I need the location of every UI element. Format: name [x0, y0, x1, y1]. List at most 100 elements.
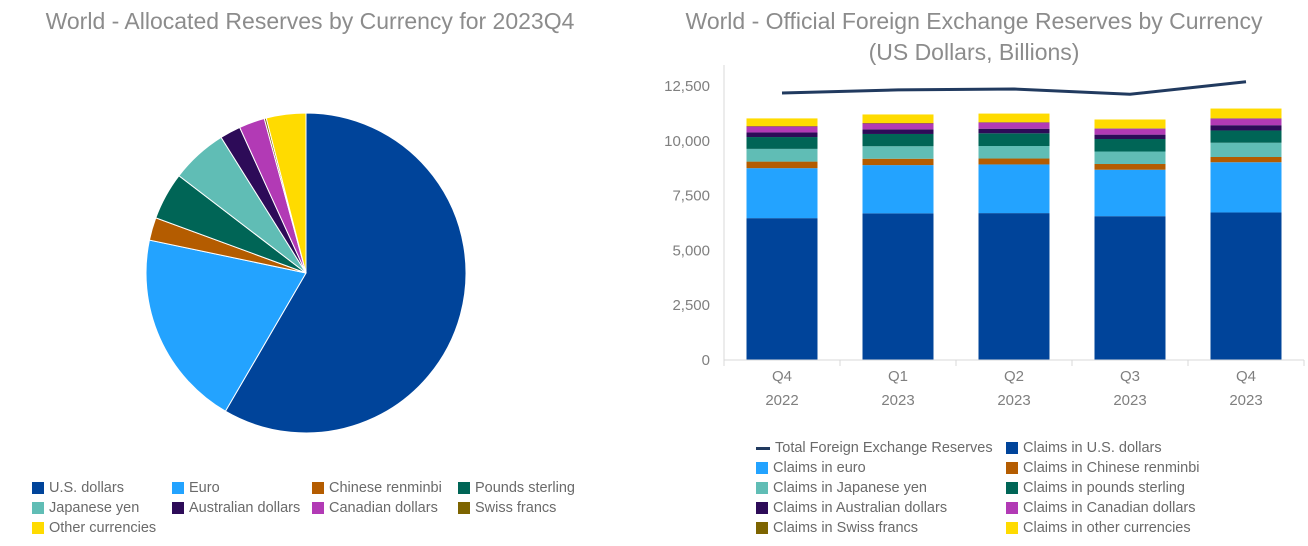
legend-label: Pounds sterling [475, 480, 575, 496]
pie-slice-u-s-dollars [224, 112, 467, 434]
legend-label: Claims in Chinese renminbi [1023, 460, 1200, 476]
y-tick-label: 0 [702, 352, 710, 369]
legend-swatch [756, 522, 768, 534]
x-tick-label-year: 2023 [881, 392, 914, 409]
legend-swatch [458, 502, 470, 514]
bar-segment-claims-in-australian-dollars [1094, 134, 1166, 140]
bar-segment-claims-in-pounds-sterling [862, 133, 934, 147]
bar-segment-claims-in-euro [746, 168, 818, 219]
x-tick-label-quarter: Q3 [1120, 368, 1140, 385]
x-tick-label-quarter: Q4 [772, 368, 792, 385]
legend-swatch [312, 482, 324, 494]
legend-label: Euro [189, 480, 220, 496]
bar-segment-claims-in-chinese-renminbi [746, 161, 818, 169]
legend-swatch [32, 482, 44, 494]
x-tick-label-year: 2022 [765, 392, 798, 409]
pie-legend-item: Australian dollars [172, 500, 300, 516]
bar-segment-claims-in-u-s-dollars [978, 213, 1050, 360]
bar-segment-claims-in-other-currencies [978, 113, 1050, 123]
x-tick-label-quarter: Q2 [1004, 368, 1024, 385]
pie-legend-item: Other currencies [32, 520, 156, 536]
bar-legend-item: Claims in Australian dollars [756, 500, 947, 516]
legend-swatch [756, 502, 768, 514]
bar-legend-item: Claims in Swiss francs [756, 520, 918, 536]
bar-segment-claims-in-chinese-renminbi [1210, 156, 1282, 163]
bar-segment-claims-in-euro [1210, 162, 1282, 213]
legend-swatch [312, 502, 324, 514]
x-tick-label-quarter: Q1 [888, 368, 908, 385]
bar-segment-claims-in-u-s-dollars [862, 213, 934, 360]
bar-segment-claims-in-pounds-sterling [1094, 139, 1166, 152]
bar-segment-claims-in-other-currencies [746, 118, 818, 127]
bar-segment-claims-in-chinese-renminbi [862, 158, 934, 166]
legend-label: U.S. dollars [49, 480, 124, 496]
pie-legend-item: Chinese renminbi [312, 480, 442, 496]
bar-segment-claims-in-euro [862, 165, 934, 214]
legend-label: Claims in other currencies [1023, 520, 1191, 536]
bar-segment-claims-in-australian-dollars [1210, 125, 1282, 131]
x-tick-label-year: 2023 [1113, 392, 1146, 409]
legend-label: Claims in U.S. dollars [1023, 440, 1162, 456]
legend-label: Chinese renminbi [329, 480, 442, 496]
pie-legend-item: Euro [172, 480, 220, 496]
bar-chart-subtitle: (US Dollars, Billions) [868, 39, 1080, 65]
y-tick-label: 2,500 [672, 297, 710, 314]
pie-legend-item: Japanese yen [32, 500, 139, 516]
bar-segment-claims-in-canadian-dollars [862, 123, 934, 130]
bar-segment-claims-in-canadian-dollars [1210, 118, 1282, 126]
bar-segment-claims-in-u-s-dollars [746, 218, 818, 360]
legend-swatch [756, 462, 768, 474]
legend-swatch [172, 502, 184, 514]
y-tick-label: 5,000 [672, 242, 710, 259]
pie-legend-item: Swiss francs [458, 500, 556, 516]
bar-legend-item: Total Foreign Exchange Reserves [756, 440, 993, 456]
bar-segment-claims-in-chinese-renminbi [978, 158, 1050, 165]
legend-swatch [32, 502, 44, 514]
legend-label: Claims in euro [773, 460, 866, 476]
legend-label: Claims in Canadian dollars [1023, 500, 1196, 516]
bar-segment-claims-in-u-s-dollars [1094, 216, 1166, 360]
bar-legend-item: Claims in euro [756, 460, 866, 476]
legend-label: Total Foreign Exchange Reserves [775, 440, 993, 456]
bar-legend-item: Claims in U.S. dollars [1006, 440, 1162, 456]
bar-segment-claims-in-u-s-dollars [1210, 212, 1282, 360]
bar-segment-claims-in-japanese-yen [1094, 151, 1166, 165]
pie-chart [145, 112, 467, 434]
stacked-bar-chart: 0 2,500 5,000 7,500 10,000 12,500 Q4 2022 Q1 2023… [664, 65, 1305, 409]
bar-chart-panel: World - Official Foreign Exchange Reserv… [640, 0, 1308, 546]
bar-chart-title: World - Official Foreign Exchange Reserv… [640, 6, 1308, 68]
bar-segment-claims-in-other-currencies [1094, 119, 1166, 129]
legend-line-swatch [756, 446, 770, 450]
legend-swatch [1006, 442, 1018, 454]
legend-label: Australian dollars [189, 500, 301, 516]
legend-label: Swiss francs [475, 500, 557, 516]
bar-chart-title-line: World - Official Foreign Exchange Reserv… [685, 8, 1263, 34]
legend-label: Other currencies [49, 520, 157, 536]
y-tick-label: 12,500 [664, 78, 710, 95]
legend-swatch [1006, 482, 1018, 494]
legend-swatch [756, 482, 768, 494]
bar-segment-claims-in-australian-dollars [862, 129, 934, 134]
bar-legend-item: Claims in Canadian dollars [1006, 500, 1195, 516]
bar-segment-claims-in-other-currencies [862, 114, 934, 124]
legend-label: Claims in Japanese yen [773, 480, 927, 496]
pie-legend-item: Canadian dollars [312, 500, 438, 516]
x-tick-label-year: 2023 [1229, 392, 1262, 409]
legend-swatch [458, 482, 470, 494]
bar-legend-item: Claims in other currencies [1006, 520, 1191, 536]
pie-chart-title: World - Allocated Reserves by Currency f… [45, 8, 575, 34]
bar-legend-item: Claims in pounds sterling [1006, 480, 1185, 496]
bar-segment-claims-in-other-currencies [1210, 108, 1282, 119]
bar-segment-claims-in-pounds-sterling [1210, 130, 1282, 143]
bar-segment-claims-in-euro [1094, 169, 1166, 217]
bar-segment-claims-in-canadian-dollars [1094, 128, 1166, 135]
bar-segment-claims-in-australian-dollars [978, 128, 1050, 134]
legend-label: Claims in pounds sterling [1023, 480, 1185, 496]
legend-label: Claims in Australian dollars [773, 500, 948, 516]
bar-legend-item: Claims in Chinese renminbi [1006, 460, 1200, 476]
legend-label: Canadian dollars [329, 500, 438, 516]
pie-slice-euro [145, 239, 307, 412]
legend-swatch [32, 522, 44, 534]
pie-legend-item: U.S. dollars [32, 480, 124, 496]
total-reserves-line [781, 80, 1247, 96]
